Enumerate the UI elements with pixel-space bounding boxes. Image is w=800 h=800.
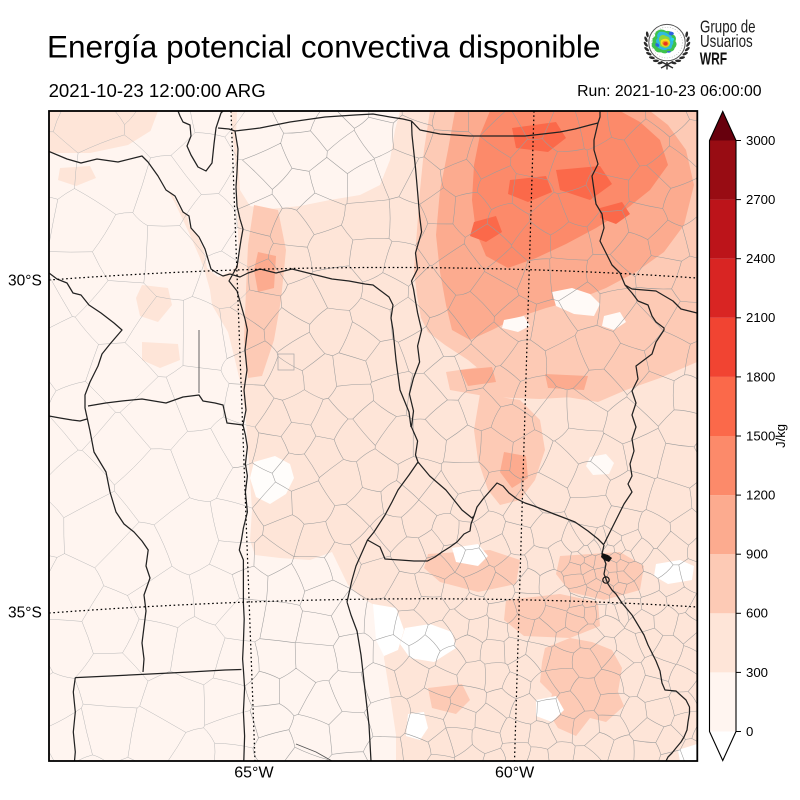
svg-text:65°W: 65°W xyxy=(234,765,274,782)
svg-text:60°W: 60°W xyxy=(495,765,535,782)
svg-text:1800: 1800 xyxy=(746,369,775,384)
svg-text:2100: 2100 xyxy=(746,310,775,325)
svg-text:900: 900 xyxy=(746,547,768,562)
svg-text:1200: 1200 xyxy=(746,488,775,503)
svg-text:Energía potencial convectiva d: Energía potencial convectiva disponible xyxy=(47,29,600,65)
svg-text:30°S: 30°S xyxy=(8,272,42,289)
svg-text:600: 600 xyxy=(746,606,768,621)
svg-text:J/kg: J/kg xyxy=(773,424,788,448)
svg-text:Run: 2021-10-23 06:00:00: Run: 2021-10-23 06:00:00 xyxy=(577,83,762,100)
svg-text:2400: 2400 xyxy=(746,251,775,266)
svg-text:1500: 1500 xyxy=(746,428,775,443)
svg-text:3000: 3000 xyxy=(746,133,775,148)
svg-text:300: 300 xyxy=(746,665,768,680)
svg-text:0: 0 xyxy=(746,724,753,739)
svg-text:35°S: 35°S xyxy=(8,605,42,622)
svg-text:2700: 2700 xyxy=(746,192,775,207)
svg-text:2021-10-23 12:00:00 ARG: 2021-10-23 12:00:00 ARG xyxy=(49,80,266,101)
svg-text:Usuarios: Usuarios xyxy=(700,31,753,51)
svg-text:WRF: WRF xyxy=(700,48,728,68)
svg-text:Grupo de: Grupo de xyxy=(700,17,756,37)
